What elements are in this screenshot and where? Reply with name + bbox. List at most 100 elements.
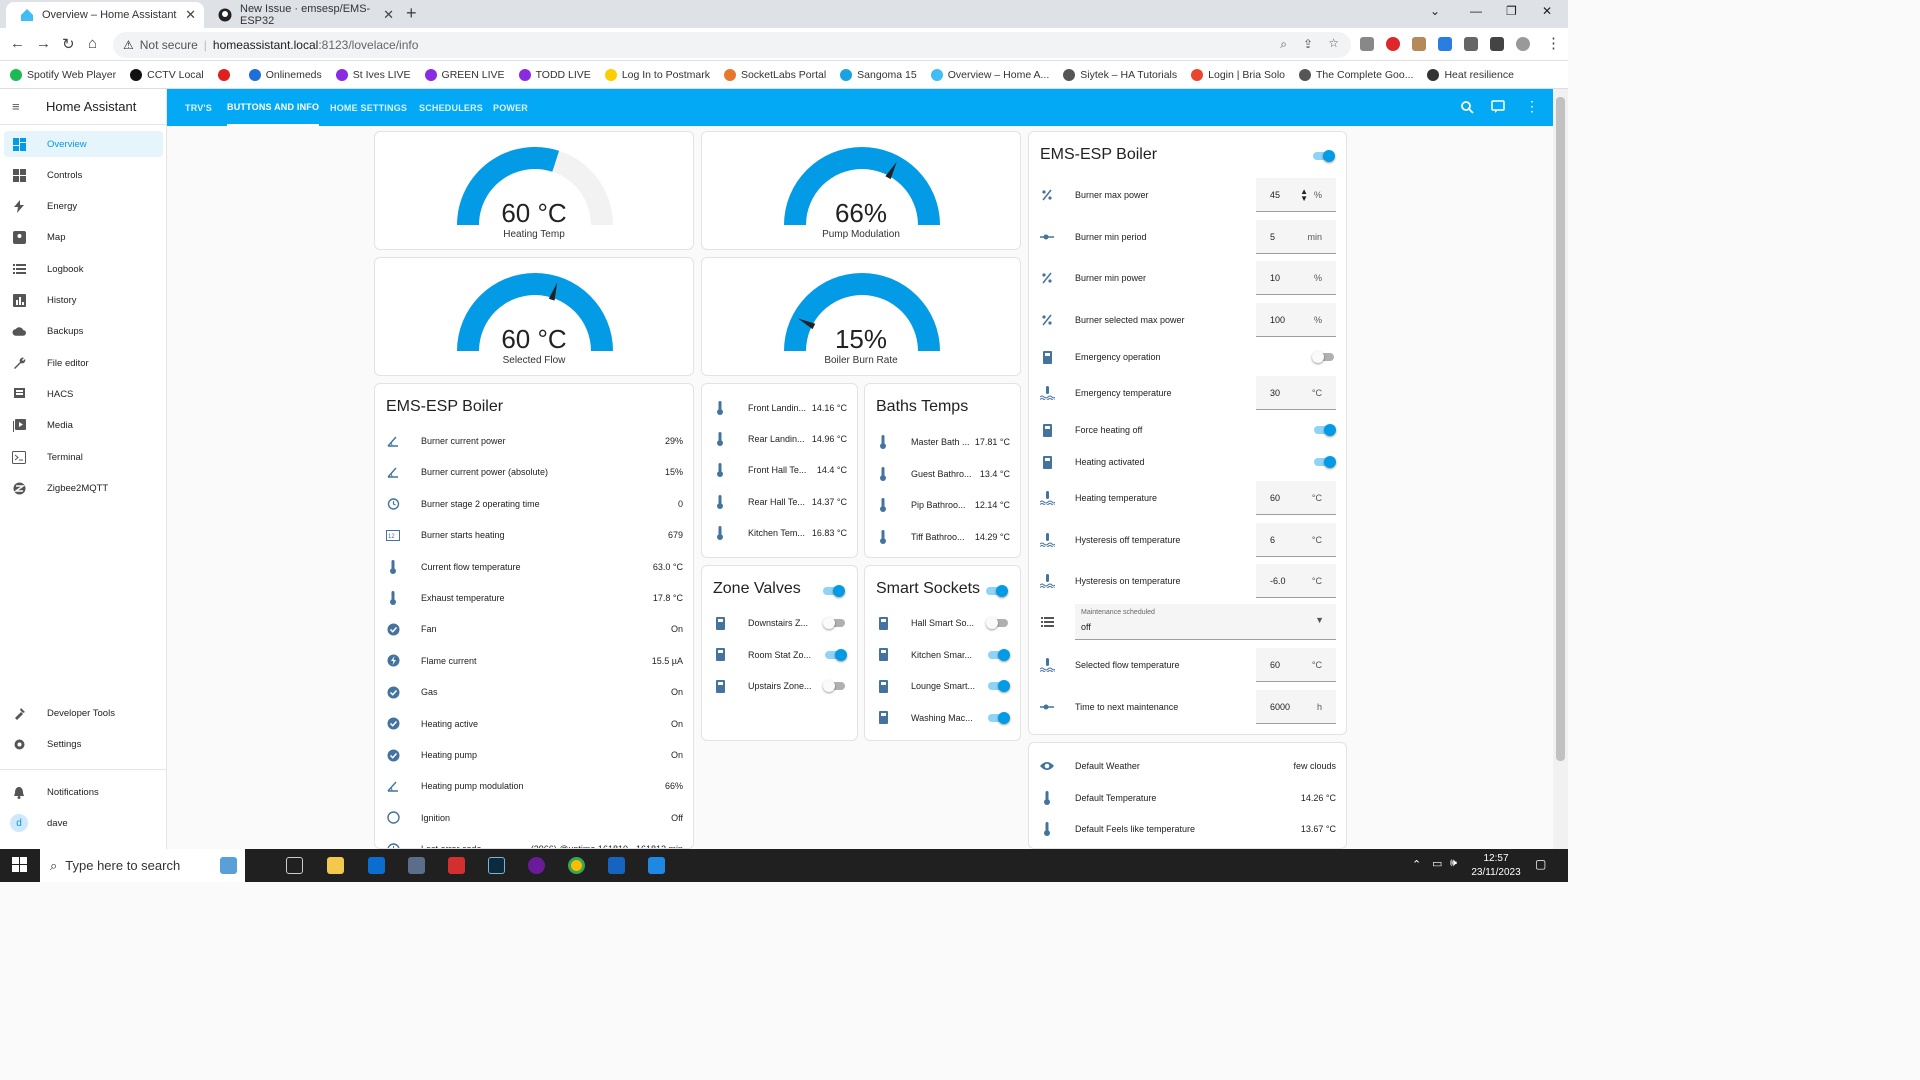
reload-icon[interactable]: ↻: [62, 36, 75, 53]
view-tab-buttons-and-info[interactable]: BUTTONS AND INFO: [227, 89, 320, 126]
chevron-up-icon[interactable]: ⌃: [1412, 859, 1422, 871]
entity-toggle[interactable]: [1312, 424, 1336, 436]
share-icon[interactable]: ⇪: [1302, 37, 1313, 51]
app-icon[interactable]: [608, 857, 625, 874]
lightroom-icon[interactable]: [488, 857, 505, 874]
sidepanel-icon[interactable]: [1490, 37, 1504, 51]
bookmark-item[interactable]: Login | Bria Solo: [1191, 68, 1285, 81]
entity-row[interactable]: Kitchen Smar...: [875, 645, 1010, 665]
bookmark-item[interactable]: Onlinemeds: [248, 68, 322, 81]
app-icon[interactable]: [528, 857, 545, 874]
view-tab-schedulers[interactable]: SCHEDULERS: [419, 102, 484, 113]
entity-row[interactable]: Heating pump On: [385, 745, 683, 765]
entity-row[interactable]: Pip Bathroo... 12.14 °C: [875, 495, 1010, 515]
number-input[interactable]: 6000 h: [1256, 690, 1336, 724]
entity-row[interactable]: Heating active On: [385, 714, 683, 734]
entity-row[interactable]: Force heating off: [1039, 420, 1336, 440]
gauge-card-boiler-burn-rate[interactable]: 15% Boiler Burn Rate: [701, 257, 1021, 376]
adblock-icon[interactable]: [1386, 37, 1400, 51]
entity-row[interactable]: Room Stat Zo...: [712, 645, 847, 665]
bookmark-item[interactable]: St Ives LIVE: [335, 68, 411, 81]
sidebar-item-terminal[interactable]: Terminal: [4, 444, 163, 470]
entity-row[interactable]: Flame current 15.5 µA: [385, 651, 683, 671]
bookmark-item[interactable]: CCTV Local: [130, 68, 204, 81]
number-input[interactable]: 10%: [1256, 261, 1336, 295]
bookmark-item[interactable]: [217, 68, 235, 81]
browser-menu-icon[interactable]: ⋮: [1546, 35, 1561, 52]
bookmark-item[interactable]: GREEN LIVE: [424, 68, 505, 81]
entity-row[interactable]: Maintenance scheduled off ▼: [1039, 604, 1336, 640]
entity-row[interactable]: Burner current power (absolute) 15%: [385, 462, 683, 482]
entity-row[interactable]: Burner current power 29%: [385, 431, 683, 451]
bookmark-item[interactable]: Heat resilience: [1427, 68, 1514, 81]
entity-row[interactable]: Default Temperature 14.26 °C: [1039, 788, 1336, 808]
number-input[interactable]: 30 °C: [1256, 376, 1336, 410]
maintenance-select[interactable]: Maintenance scheduled off ▼: [1075, 604, 1336, 640]
file-explorer-icon[interactable]: [327, 857, 344, 874]
view-tab-power[interactable]: POWER: [493, 102, 529, 113]
entity-toggle[interactable]: [986, 617, 1010, 629]
volume-icon[interactable]: 🕪: [1450, 857, 1457, 869]
bookmark-star-icon[interactable]: ☆: [1328, 36, 1339, 50]
app-icon[interactable]: [368, 857, 385, 874]
number-input[interactable]: 60 °C: [1256, 648, 1336, 682]
entity-row[interactable]: Upstairs Zone...: [712, 676, 847, 696]
number-input[interactable]: -6.0 °C: [1256, 564, 1336, 598]
puzzle-icon[interactable]: [1464, 37, 1478, 51]
extension-icon[interactable]: [1360, 37, 1374, 51]
entity-row[interactable]: Current flow temperature 63.0 °C: [385, 557, 683, 577]
zoom-icon[interactable]: ⌕: [1280, 37, 1287, 51]
maximize-icon[interactable]: ❐: [1506, 4, 1517, 18]
windows-start-icon[interactable]: [12, 857, 27, 875]
bookmark-item[interactable]: SocketLabs Portal: [723, 68, 826, 81]
entity-row[interactable]: Default Weather few clouds: [1039, 756, 1336, 776]
sidebar-item-zigbee2mqtt[interactable]: Zigbee2MQTT: [4, 475, 163, 501]
entity-row[interactable]: Guest Bathro... 13.4 °C: [875, 464, 1010, 484]
number-input[interactable]: 60 °C: [1256, 481, 1336, 515]
entity-row[interactable]: Emergency operation: [1039, 347, 1336, 367]
browser-tab-home-assistant[interactable]: Overview – Home Assistant ✕: [6, 2, 204, 28]
sidebar-item-controls[interactable]: Controls: [4, 162, 163, 188]
number-input[interactable]: 5 min: [1256, 220, 1336, 254]
entity-row[interactable]: Burner selected max power 100%: [1039, 303, 1336, 337]
page-scrollbar[interactable]: [1553, 89, 1568, 849]
sidebar-item-developer-tools[interactable]: Developer Tools: [4, 700, 163, 726]
entity-row[interactable]: Last error code...(2966) @uptime 161810 …: [385, 839, 683, 848]
view-tab-trv-s[interactable]: TRV'S: [185, 102, 212, 113]
entity-toggle[interactable]: [823, 680, 847, 692]
sidebar-item-backups[interactable]: Backups: [4, 319, 163, 345]
entity-toggle[interactable]: [986, 711, 1010, 724]
more-options-icon[interactable]: ⋮: [1525, 98, 1539, 114]
entity-row[interactable]: Heating temperature 60 °C: [1039, 481, 1336, 515]
entity-row[interactable]: Hysteresis off temperature 6 °C: [1039, 523, 1336, 557]
close-tab-icon[interactable]: ✕: [185, 7, 196, 22]
number-input[interactable]: 100%: [1256, 303, 1336, 337]
home-icon[interactable]: ⌂: [88, 35, 98, 52]
entity-row[interactable]: Washing Mac...: [875, 708, 1010, 728]
entity-row[interactable]: Lounge Smart...: [875, 676, 1010, 696]
bookmark-item[interactable]: Log In to Postmark: [604, 68, 710, 81]
number-input[interactable]: 45% ▲ ▼: [1256, 178, 1336, 212]
entity-row[interactable]: Rear Landin... 14.96 °C: [712, 429, 847, 449]
app-icon[interactable]: [408, 857, 425, 874]
network-icon[interactable]: ▭: [1432, 858, 1443, 870]
stepper-icon[interactable]: ▲ ▼: [1300, 187, 1308, 203]
gauge-card-selected-flow[interactable]: 60 °C Selected Flow: [374, 257, 694, 376]
entity-row[interactable]: Heating pump modulation 66%: [385, 776, 683, 796]
entity-row[interactable]: Front Landin... 14.16 °C: [712, 398, 847, 418]
sidebar-item-energy[interactable]: Energy: [4, 194, 163, 220]
sidebar-item-notifications[interactable]: Notifications: [4, 779, 163, 805]
entity-row[interactable]: Burner min power 10%: [1039, 261, 1336, 295]
extension-icon[interactable]: [1438, 37, 1452, 51]
task-view-icon[interactable]: [286, 857, 303, 874]
forward-icon[interactable]: →: [36, 35, 51, 52]
entity-toggle[interactable]: [823, 648, 847, 661]
entity-row[interactable]: Time to next maintenance 6000 h: [1039, 690, 1336, 724]
sidebar-item-settings[interactable]: Settings: [4, 731, 163, 757]
app-icon[interactable]: [648, 857, 665, 874]
profile-icon[interactable]: [1516, 37, 1530, 51]
scrollbar-thumb[interactable]: [1556, 97, 1565, 761]
bookmark-item[interactable]: Siytek – HA Tutorials: [1063, 68, 1177, 81]
gauge-card-pump-modulation[interactable]: 66% Pump Modulation: [701, 131, 1021, 250]
entity-row[interactable]: Burner max power 45% ▲ ▼: [1039, 178, 1336, 212]
